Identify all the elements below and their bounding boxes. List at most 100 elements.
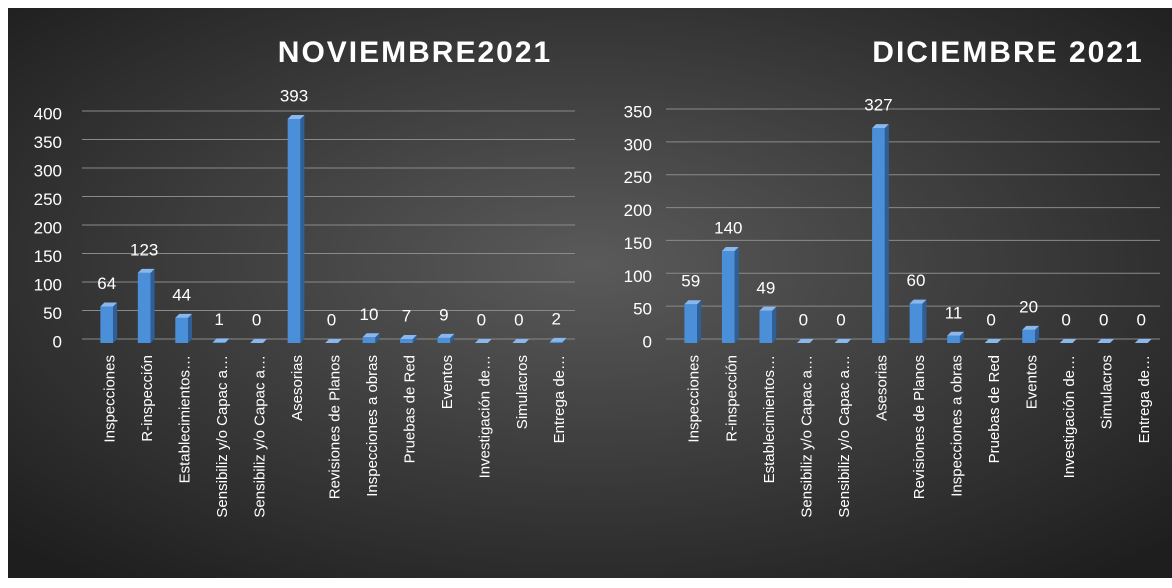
- bar-top: [549, 337, 567, 342]
- x-tick-label: Inspecciones a obras: [364, 355, 381, 497]
- data-label: 59: [681, 272, 700, 291]
- y-tick-label: 100: [624, 267, 652, 286]
- bar-front: [684, 304, 698, 343]
- x-tick-label: R-inspección: [139, 355, 156, 442]
- bar-top: [325, 339, 342, 343]
- y-tick-label: 150: [34, 247, 62, 266]
- bar-side: [884, 124, 889, 343]
- bar: [362, 333, 380, 343]
- x-tick-label: Eventos: [439, 355, 456, 409]
- bar-side: [412, 335, 417, 343]
- x-tick-label: Sensibiliz y/o Capac a…: [836, 355, 853, 518]
- y-tick-label: 350: [624, 102, 652, 121]
- data-label: 7: [402, 306, 411, 325]
- x-tick-label: Asesorias: [873, 355, 890, 421]
- bar: [797, 339, 814, 343]
- y-tick-label: 100: [34, 275, 62, 294]
- bar-top: [1022, 325, 1039, 330]
- bar-top: [909, 299, 927, 304]
- bar-side: [922, 299, 927, 343]
- bar-top: [212, 338, 230, 343]
- x-tick-label: Inspecciones: [102, 355, 119, 443]
- bar-top: [250, 339, 267, 343]
- bar: [1022, 325, 1039, 343]
- data-label: 0: [1136, 310, 1145, 329]
- bar-front: [400, 339, 413, 343]
- bar: [759, 306, 777, 343]
- bar: [250, 339, 267, 343]
- x-tick-label: Pruebas de Red: [986, 355, 1003, 463]
- y-tick-label: 400: [34, 104, 62, 123]
- data-label: 2: [552, 309, 561, 328]
- data-label: 9: [439, 305, 448, 324]
- data-label: 64: [97, 274, 116, 293]
- bar: [137, 268, 155, 343]
- bar-top: [400, 335, 417, 340]
- data-label: 11: [945, 303, 963, 322]
- bar-side: [300, 114, 305, 344]
- y-tick-label: 250: [34, 190, 62, 209]
- y-tick-label: 350: [34, 133, 62, 152]
- bar-front: [287, 118, 301, 344]
- x-tick-label: Simulacros: [1099, 355, 1116, 429]
- data-label: 0: [986, 310, 995, 329]
- bar: [212, 338, 230, 343]
- bar-side: [225, 338, 230, 343]
- bar-front: [175, 317, 189, 343]
- x-tick-label: Entrega de…: [551, 355, 568, 443]
- bar-top: [872, 124, 889, 129]
- bar: [325, 339, 342, 343]
- bar-front: [362, 337, 376, 343]
- data-label: 123: [130, 240, 158, 259]
- bar-front: [909, 303, 923, 343]
- bar-side: [188, 313, 193, 343]
- bar-top: [947, 331, 964, 336]
- bar-front: [947, 335, 960, 343]
- bar: [872, 124, 889, 343]
- bar-top: [287, 114, 305, 119]
- bar-side: [562, 337, 567, 343]
- y-tick-label: 250: [624, 168, 652, 187]
- y-tick-label: 200: [34, 218, 62, 237]
- bar: [721, 247, 739, 343]
- x-tick-label: Sensibiliz y/o Capac a…: [252, 355, 269, 518]
- chart-title: NOVIEMBRE2021: [278, 36, 552, 69]
- bar-front: [759, 310, 773, 343]
- x-tick-label: Investigación de…: [1061, 355, 1078, 478]
- x-tick-label: Inspecciones: [686, 355, 703, 443]
- x-tick-label: Establecimientos…: [177, 355, 194, 483]
- y-tick-label: 50: [633, 300, 652, 319]
- bar-top: [797, 339, 814, 343]
- bar-front: [437, 337, 451, 343]
- data-label: 140: [714, 218, 742, 237]
- y-tick-label: 0: [643, 332, 652, 351]
- bar-side: [697, 300, 702, 343]
- x-tick-label: R-inspección: [723, 355, 740, 442]
- y-tick-label: 300: [624, 135, 652, 154]
- data-label: 10: [360, 305, 379, 324]
- bar: [549, 337, 567, 343]
- bar-front: [1022, 329, 1035, 343]
- data-label: 0: [252, 310, 261, 329]
- bar-top: [721, 247, 739, 251]
- bar-top: [175, 313, 193, 318]
- bar: [984, 339, 1002, 343]
- x-tick-label: Inspecciones a obras: [949, 355, 966, 497]
- data-label: 44: [172, 285, 191, 304]
- y-tick-label: 300: [34, 161, 62, 180]
- data-label: 393: [280, 86, 308, 105]
- data-label: 49: [756, 278, 775, 297]
- bar-side: [734, 247, 739, 343]
- bar-side: [450, 333, 455, 343]
- data-label: 0: [477, 310, 486, 329]
- bar: [1097, 339, 1115, 343]
- background: [8, 8, 1172, 578]
- bar-side: [1034, 325, 1039, 343]
- bar-front: [100, 306, 114, 343]
- bar: [1134, 339, 1152, 343]
- bar-front: [872, 128, 885, 343]
- bar: [400, 335, 417, 343]
- bar-front: [212, 342, 226, 343]
- bar: [909, 299, 927, 343]
- bar-top: [684, 300, 702, 305]
